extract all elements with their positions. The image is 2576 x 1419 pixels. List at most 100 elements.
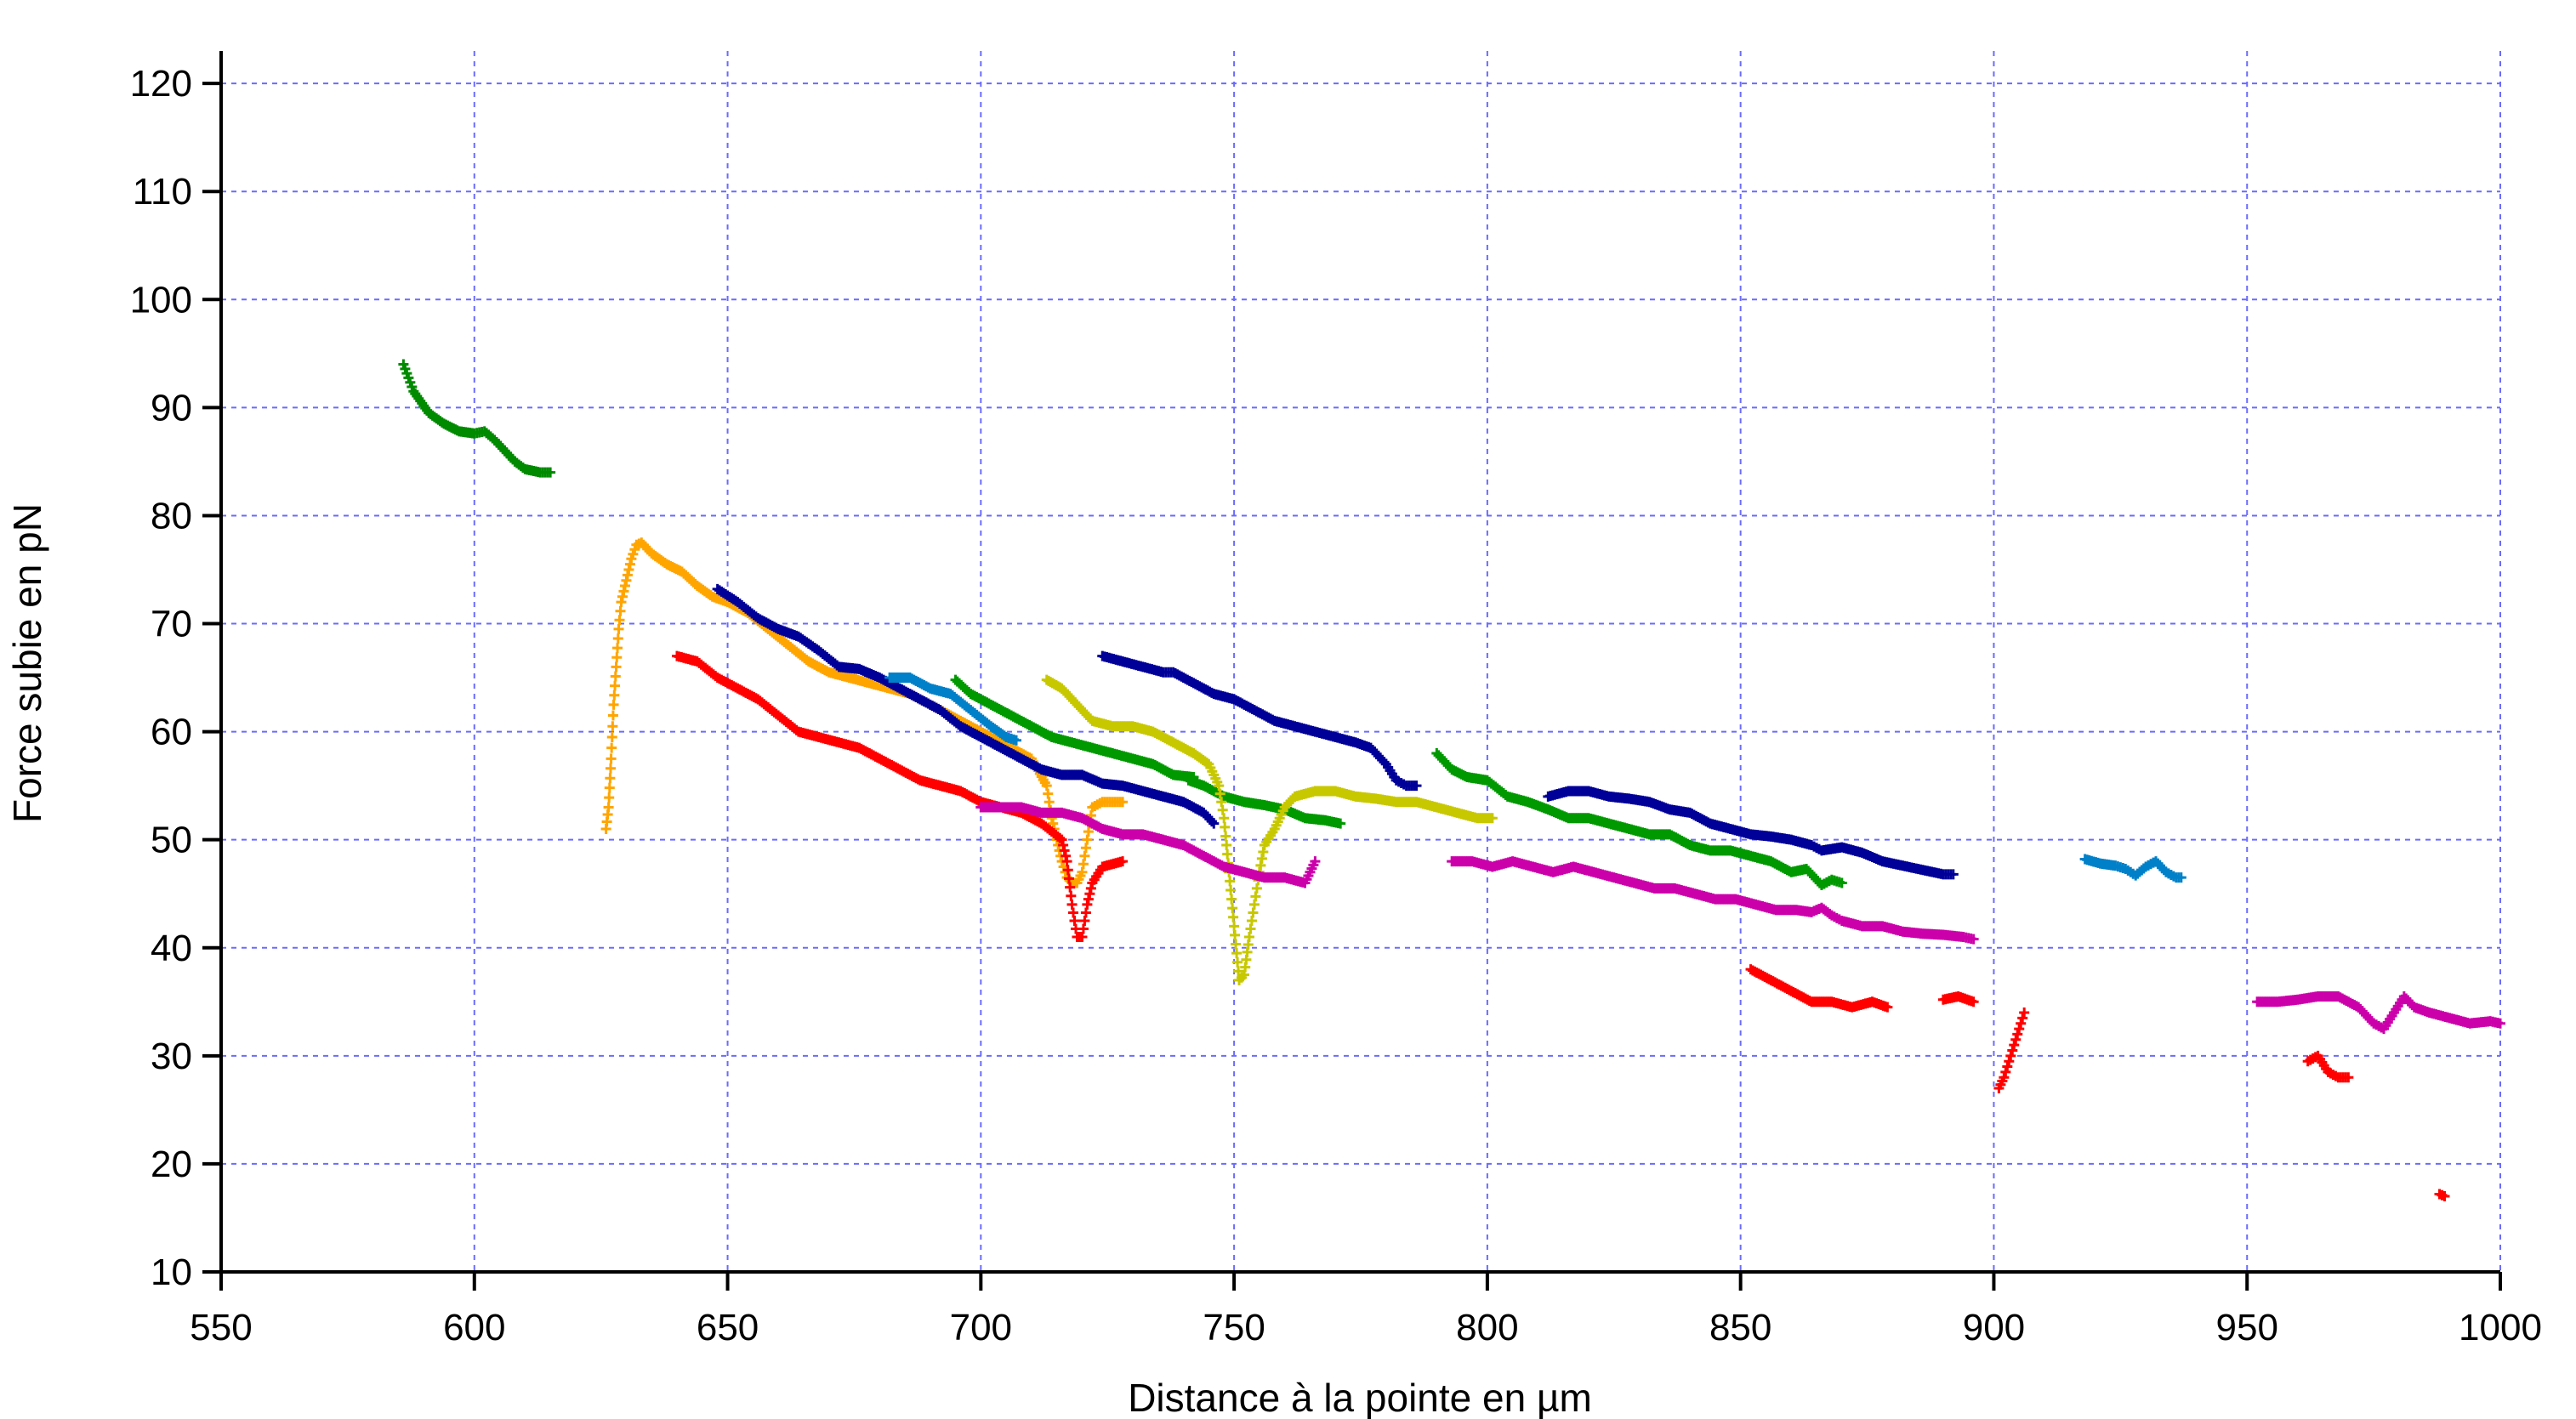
x-tick-label: 650 xyxy=(697,1307,759,1348)
data-point xyxy=(1117,797,1129,808)
data-point xyxy=(610,671,621,682)
data-point xyxy=(1231,948,1243,959)
data-point xyxy=(626,553,637,565)
data-point xyxy=(1208,818,1220,829)
x-tick-label: 600 xyxy=(443,1307,505,1348)
y-tick-label: 90 xyxy=(151,387,192,429)
data-point xyxy=(1233,966,1244,977)
x-tick-label: 1000 xyxy=(2459,1307,2542,1348)
data-point xyxy=(1882,1002,1893,1013)
data-point xyxy=(606,753,617,764)
series-17 xyxy=(2434,1189,2450,1202)
y-tick-label: 40 xyxy=(151,928,192,969)
y-tick-label: 100 xyxy=(130,279,192,321)
axes xyxy=(202,51,2502,1291)
data-point xyxy=(2010,1034,2022,1045)
data-point xyxy=(2019,1007,2030,1019)
data-point xyxy=(1063,873,1074,884)
data-point xyxy=(1968,934,1979,945)
y-tick-label: 20 xyxy=(151,1144,192,1185)
series-2 xyxy=(600,537,1129,888)
x-tick-label: 850 xyxy=(1709,1307,1771,1348)
series-16 xyxy=(2302,1050,2354,1083)
series-7 xyxy=(2079,854,2186,883)
data-point xyxy=(1227,903,1238,914)
x-tick-label: 700 xyxy=(950,1307,1012,1348)
series-6 xyxy=(884,673,1022,746)
data-point xyxy=(1065,882,1076,893)
data-point xyxy=(1225,884,1237,895)
data-point xyxy=(1836,877,1847,888)
series-18 xyxy=(975,802,1321,888)
data-point xyxy=(1219,813,1230,824)
data-point xyxy=(2007,1045,2018,1056)
series-8 xyxy=(950,674,1199,782)
data-point xyxy=(1411,780,1422,792)
series-1 xyxy=(398,359,556,478)
data-point xyxy=(2016,1018,2027,1029)
data-point xyxy=(613,623,624,634)
data-point xyxy=(1117,856,1129,867)
data-point xyxy=(1225,876,1236,887)
y-tick-label: 30 xyxy=(151,1036,192,1077)
data-point xyxy=(2002,1061,2013,1072)
data-point xyxy=(606,742,617,753)
y-tick-label: 120 xyxy=(130,63,192,105)
data-point xyxy=(1055,832,1066,843)
y-tick-label: 60 xyxy=(151,712,192,753)
data-point xyxy=(2012,1029,2023,1040)
x-tick-label: 750 xyxy=(1203,1307,1265,1348)
y-tick-label: 10 xyxy=(151,1252,192,1293)
data-point xyxy=(1335,818,1346,829)
data-point xyxy=(1379,757,1390,768)
data-point xyxy=(611,661,622,673)
data-point xyxy=(614,615,625,626)
x-axis-title: Distance à la pointe en µm xyxy=(1128,1376,1592,1419)
data-point xyxy=(1220,821,1231,832)
y-axis-title: Force subie en pN xyxy=(5,503,49,823)
data-point xyxy=(608,699,619,710)
series-13 xyxy=(1745,964,1893,1013)
series-20 xyxy=(2252,990,2505,1035)
series-10 xyxy=(1431,748,1847,891)
data-point xyxy=(628,548,639,559)
data-point xyxy=(612,643,623,654)
data-point xyxy=(1232,956,1243,968)
data-point xyxy=(609,690,620,701)
data-point xyxy=(607,710,618,721)
data-point xyxy=(2017,1013,2028,1024)
data-point xyxy=(605,773,616,784)
data-point xyxy=(2000,1066,2011,1077)
data-point xyxy=(606,731,617,742)
data-point xyxy=(545,467,556,478)
data-point xyxy=(2175,872,2186,883)
data-point xyxy=(605,763,616,774)
data-point xyxy=(2004,1056,2015,1067)
data-point xyxy=(1220,831,1231,842)
data-point xyxy=(1226,894,1237,905)
data-point xyxy=(1222,849,1233,860)
series-9 xyxy=(1183,775,1346,829)
data-point xyxy=(615,605,626,616)
series-4 xyxy=(1097,650,1422,792)
data-point xyxy=(2439,1191,2450,1202)
x-tick-label: 900 xyxy=(1963,1307,2025,1348)
data-point xyxy=(603,802,614,813)
data-series-layer xyxy=(398,359,2505,1202)
x-tick-label: 800 xyxy=(1456,1307,1518,1348)
data-point xyxy=(1231,939,1242,950)
data-point xyxy=(1310,856,1321,867)
data-point xyxy=(607,721,618,732)
x-tick-label: 550 xyxy=(190,1307,252,1348)
data-point xyxy=(1221,840,1232,851)
y-tick-label: 50 xyxy=(151,820,192,861)
data-point xyxy=(610,680,621,691)
grid-lines xyxy=(220,51,2501,1273)
data-point xyxy=(2495,1018,2505,1029)
data-point xyxy=(604,782,615,793)
data-point xyxy=(1948,869,1959,880)
data-point xyxy=(1061,856,1072,867)
data-point xyxy=(612,633,623,644)
data-point xyxy=(1229,921,1240,932)
